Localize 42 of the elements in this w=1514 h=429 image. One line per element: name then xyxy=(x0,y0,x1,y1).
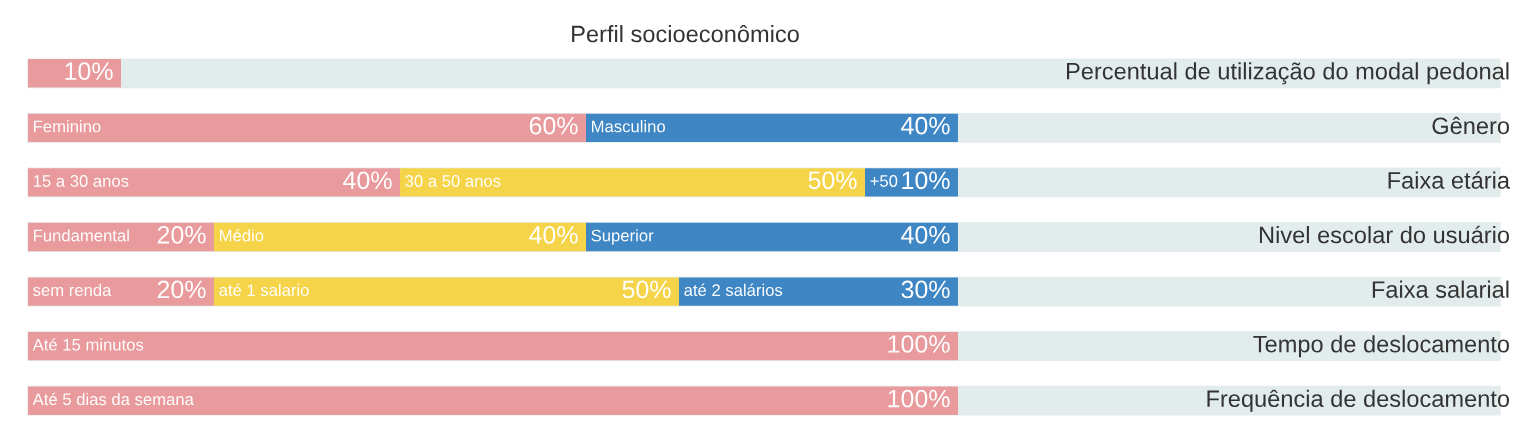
annotation: sem renda xyxy=(33,283,112,297)
data-label: 30% xyxy=(901,280,950,299)
annotation: Fundamental xyxy=(34,229,129,242)
annotation: Feminino xyxy=(34,120,101,133)
y-tick-label: Tempo de deslocamento xyxy=(1253,335,1510,358)
y-tick-label: Gênero xyxy=(1432,116,1510,135)
y-tick-label: Nivel escolar do usuário xyxy=(1259,225,1510,244)
data-label: 50% xyxy=(622,280,671,299)
bar xyxy=(28,277,214,306)
y-tick-label: Percentual de utilização do modal pedonal xyxy=(1066,62,1509,85)
annotation: até 2 salários xyxy=(684,283,783,297)
annotation: Superior xyxy=(591,229,654,245)
data-label: 40% xyxy=(901,226,950,244)
data-label: 40% xyxy=(343,171,392,190)
data-label: 10% xyxy=(65,62,113,80)
data-label: 50% xyxy=(808,171,857,190)
annotation: Masculino xyxy=(592,120,665,133)
data-label: 60% xyxy=(529,116,578,135)
data-label: 100% xyxy=(888,335,950,353)
bar xyxy=(28,168,400,197)
annotation: Até 15 minutos xyxy=(32,338,144,351)
y-tick-label: Frequência de deslocamento xyxy=(1207,389,1510,412)
bar xyxy=(214,277,679,306)
y-tick-label: Faixa salarial xyxy=(1372,280,1509,298)
bar xyxy=(400,168,865,197)
data-label: 40% xyxy=(901,116,950,135)
data-label: 20% xyxy=(157,226,206,244)
bar xyxy=(679,277,958,306)
data-label: 20% xyxy=(157,280,206,299)
y-tick-label: Faixa etária xyxy=(1388,171,1511,189)
data-label: 10% xyxy=(902,171,950,190)
chart-title: Perfil socioeconômico xyxy=(572,24,799,43)
data-label: 40% xyxy=(529,226,578,244)
bar xyxy=(586,222,958,252)
annotation: até 1 salario xyxy=(219,283,309,297)
annotation: 15 a 30 anos xyxy=(33,175,129,187)
annotation: 30 a 50 anos xyxy=(405,175,501,187)
data-label: 100% xyxy=(888,389,950,408)
bar xyxy=(214,222,586,252)
annotation: Médio xyxy=(220,229,264,242)
annotation: +50 xyxy=(870,175,898,187)
annotation: Até 5 dias da semana xyxy=(32,392,194,406)
